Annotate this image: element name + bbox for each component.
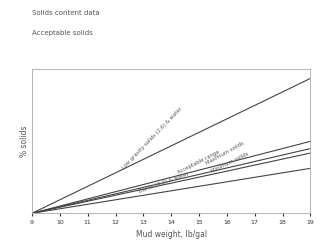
Text: Acceptable range: Acceptable range [177, 149, 220, 175]
Text: Maximum solids: Maximum solids [204, 140, 244, 166]
Text: Acceptable solids: Acceptable solids [32, 30, 93, 36]
Text: Low gravity solids (2.6) & water: Low gravity solids (2.6) & water [121, 106, 183, 170]
Text: Minimum solids: Minimum solids [210, 151, 250, 174]
Text: Solids content data: Solids content data [32, 10, 100, 16]
Text: Barite (4.2) & water: Barite (4.2) & water [138, 172, 189, 194]
Y-axis label: % solids: % solids [20, 125, 29, 157]
X-axis label: Mud weight, lb/gal: Mud weight, lb/gal [136, 230, 207, 239]
